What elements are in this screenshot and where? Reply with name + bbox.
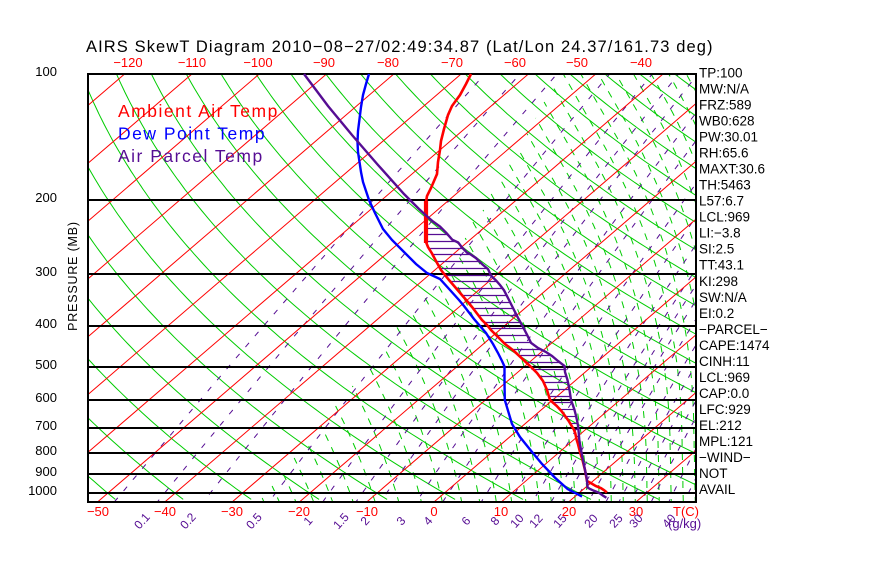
svg-text:900: 900	[35, 464, 57, 479]
svg-text:LCL:969: LCL:969	[699, 210, 750, 225]
svg-text:AVAIL: AVAIL	[699, 482, 736, 497]
svg-text:CINH:11: CINH:11	[699, 354, 750, 369]
svg-text:800: 800	[35, 443, 57, 458]
svg-text:CAPE:1474: CAPE:1474	[699, 338, 770, 353]
svg-text:−80: −80	[377, 55, 399, 70]
svg-text:30: 30	[629, 504, 643, 519]
svg-text:200: 200	[35, 190, 57, 205]
svg-text:LFC:929: LFC:929	[699, 402, 751, 417]
svg-text:20: 20	[562, 504, 576, 519]
svg-text:Dew Point Temp: Dew Point Temp	[118, 124, 266, 144]
svg-text:−50: −50	[566, 55, 588, 70]
svg-text:NOT: NOT	[699, 466, 728, 481]
svg-text:L57:6.7: L57:6.7	[699, 194, 744, 209]
svg-text:AIRS SkewT Diagram 2010−08−27/: AIRS SkewT Diagram 2010−08−27/02:49:34.8…	[86, 38, 714, 56]
svg-text:MW:N/A: MW:N/A	[699, 82, 749, 97]
svg-text:(g/kg): (g/kg)	[668, 516, 701, 531]
svg-text:600: 600	[35, 390, 57, 405]
svg-text:PW:30.01: PW:30.01	[699, 130, 758, 145]
svg-text:700: 700	[35, 418, 57, 433]
svg-text:−40: −40	[154, 504, 176, 519]
svg-text:100: 100	[35, 64, 57, 79]
svg-text:0: 0	[430, 504, 437, 519]
svg-text:EL:212: EL:212	[699, 418, 742, 433]
svg-text:−60: −60	[504, 55, 526, 70]
svg-text:SI:2.5: SI:2.5	[699, 242, 734, 257]
svg-text:−PARCEL−: −PARCEL−	[699, 322, 768, 337]
svg-text:−120: −120	[113, 55, 142, 70]
svg-text:500: 500	[35, 357, 57, 372]
svg-text:SW:N/A: SW:N/A	[699, 290, 747, 305]
svg-text:CAP:0.0: CAP:0.0	[699, 386, 749, 401]
svg-text:MPL:121: MPL:121	[699, 434, 753, 449]
svg-text:WB0:628: WB0:628	[699, 114, 755, 129]
svg-text:TH:5463: TH:5463	[699, 178, 751, 193]
svg-text:10: 10	[494, 504, 508, 519]
svg-text:RH:65.6: RH:65.6	[699, 146, 749, 161]
svg-text:−50: −50	[87, 504, 109, 519]
svg-text:Ambient Air Temp: Ambient Air Temp	[118, 101, 279, 121]
svg-text:−110: −110	[178, 55, 206, 70]
svg-text:PRESSURE (MB): PRESSURE (MB)	[66, 221, 80, 331]
svg-text:−100: −100	[243, 55, 272, 70]
svg-text:−20: −20	[288, 504, 310, 519]
svg-text:300: 300	[35, 264, 57, 279]
svg-text:Air Parcel Temp: Air Parcel Temp	[118, 146, 264, 166]
svg-text:FRZ:589: FRZ:589	[699, 98, 752, 113]
svg-text:400: 400	[35, 316, 57, 331]
svg-text:T(C): T(C)	[673, 504, 699, 519]
svg-text:−70: −70	[441, 55, 463, 70]
svg-text:TP:100: TP:100	[699, 66, 743, 81]
svg-text:−30: −30	[221, 504, 243, 519]
svg-text:1000: 1000	[28, 483, 57, 498]
svg-text:KI:298: KI:298	[699, 274, 738, 289]
svg-text:−WIND−: −WIND−	[699, 450, 751, 465]
svg-text:MAXT:30.6: MAXT:30.6	[699, 162, 765, 177]
svg-text:−90: −90	[313, 55, 335, 70]
svg-text:−40: −40	[630, 55, 652, 70]
svg-text:EI:0.2: EI:0.2	[699, 306, 734, 321]
svg-text:LCL:969: LCL:969	[699, 370, 750, 385]
svg-text:LI:−3.8: LI:−3.8	[699, 226, 741, 241]
svg-text:TT:43.1: TT:43.1	[699, 258, 744, 273]
svg-text:−10: −10	[356, 504, 378, 519]
